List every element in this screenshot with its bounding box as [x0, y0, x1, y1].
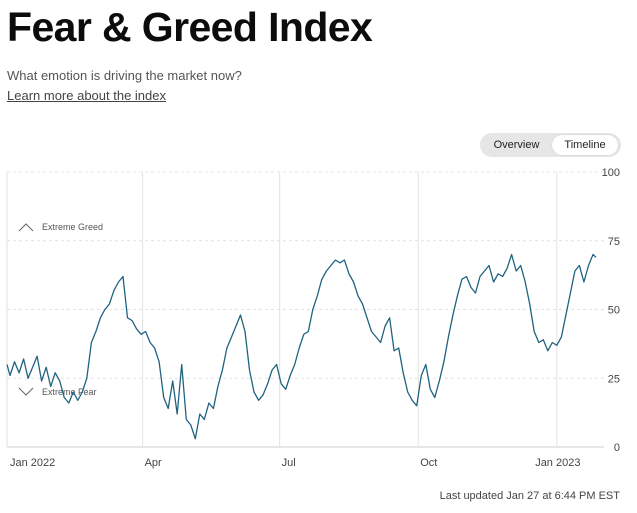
view-toggle: Overview Timeline [480, 133, 621, 157]
series-line [6, 253, 597, 440]
x-tick-label: Jan 2023 [535, 457, 580, 469]
x-tick-label: Oct [420, 457, 437, 469]
timeline-tab[interactable]: Timeline [552, 135, 618, 155]
learn-more-link[interactable]: Learn more about the index [7, 88, 166, 103]
y-tick-label: 100 [602, 167, 620, 179]
down-caret-icon [18, 387, 34, 396]
y-tick-label: 75 [608, 236, 620, 248]
y-tick-label: 50 [608, 305, 620, 317]
y-tick-label: 25 [608, 373, 620, 385]
extreme-fear-label: Extreme Fear [42, 387, 97, 397]
up-caret-icon [18, 223, 34, 232]
x-tick-label: Jul [282, 457, 296, 469]
last-updated-text: Last updated Jan 27 at 6:44 PM EST [439, 490, 620, 502]
x-tick-label: Apr [145, 457, 162, 469]
overview-tab[interactable]: Overview [493, 139, 540, 151]
fear-greed-timeline-chart: Extreme Greed Extreme Fear 0 25 50 75 100 Jan … [6, 167, 620, 469]
x-tick-label: Jan 2022 [10, 457, 55, 469]
page-subtitle: What emotion is driving the market now? [7, 68, 242, 83]
y-tick-label: 0 [614, 442, 620, 454]
extreme-greed-label: Extreme Greed [42, 222, 103, 232]
page-title: Fear & Greed Index [7, 4, 373, 50]
